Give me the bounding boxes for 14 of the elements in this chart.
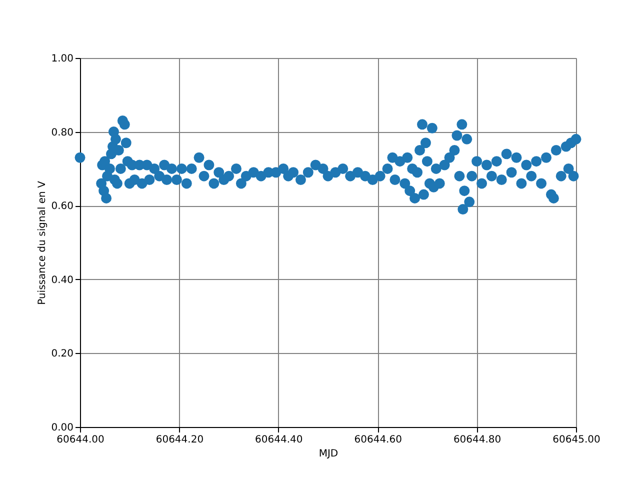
- y-tick-label: 0.60: [51, 201, 74, 212]
- y-tick-label: 0.80: [51, 127, 74, 138]
- x-tick-label: 60645.00: [552, 434, 600, 446]
- x-tick-label: 60644.20: [156, 434, 204, 446]
- x-tick-label: 60644.80: [453, 434, 502, 446]
- y-tick-label: 1.00: [51, 54, 74, 64]
- x-tick-label: 60644.60: [354, 434, 402, 446]
- x-axis-title: MJD: [318, 448, 338, 460]
- y-tick-label: 0.20: [51, 348, 74, 360]
- y-tick-label: 0.40: [51, 274, 74, 286]
- y-tick-label: 0.00: [51, 422, 74, 434]
- x-tick-label: 60644.40: [255, 434, 303, 446]
- y-axis-title: Puissance du signal en V: [37, 180, 48, 305]
- x-tick-label: 60644.00: [56, 434, 104, 446]
